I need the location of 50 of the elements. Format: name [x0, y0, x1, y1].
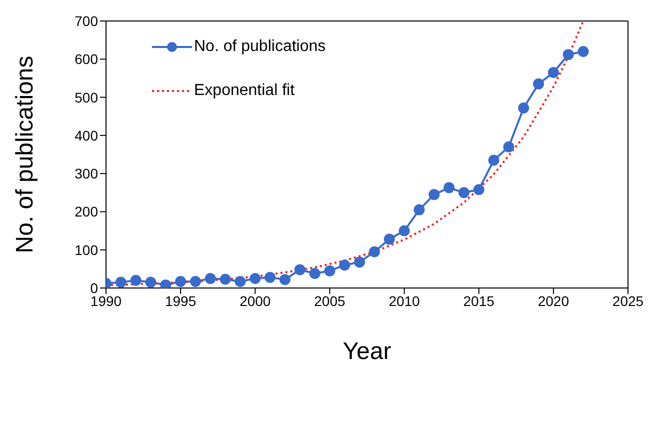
point	[428, 189, 440, 200]
point	[175, 276, 186, 288]
point	[473, 184, 484, 196]
point	[115, 276, 126, 288]
point	[204, 272, 216, 284]
point	[279, 274, 290, 286]
point	[220, 274, 231, 285]
point	[548, 66, 559, 78]
point	[488, 154, 500, 166]
point	[250, 272, 261, 284]
point	[160, 279, 172, 288]
point	[578, 46, 589, 58]
point	[384, 234, 395, 245]
point	[414, 204, 425, 216]
point	[264, 272, 276, 283]
x-axis-title: Year	[342, 338, 392, 365]
y-tick-label: 700	[74, 12, 98, 29]
point	[368, 246, 380, 258]
y-tick-label: 100	[74, 242, 98, 258]
x-tick-label: 2015	[463, 292, 495, 309]
y-tick-label: 400	[74, 127, 98, 144]
legend-label: Exponential fit	[194, 82, 295, 100]
point	[324, 265, 336, 276]
x-tick-label: 1995	[164, 292, 196, 309]
legend-label: No. of publications	[194, 38, 326, 56]
point	[145, 276, 156, 288]
x-tick-label: 2020	[538, 292, 570, 309]
point	[444, 182, 455, 194]
point	[518, 102, 530, 114]
point	[503, 141, 514, 152]
y-tick-label: 600	[74, 51, 98, 68]
point	[354, 256, 366, 268]
y-tick-label: 500	[74, 89, 98, 106]
x-tick-label: 2000	[240, 292, 271, 309]
point	[234, 276, 246, 288]
point	[562, 49, 574, 60]
point	[294, 264, 306, 276]
x-tick-label: 2010	[388, 292, 420, 309]
point	[309, 268, 320, 280]
point	[130, 274, 142, 286]
x-tick-label: 2005	[314, 292, 346, 309]
point	[398, 225, 410, 236]
y-axis-title: No. of publications	[12, 56, 39, 254]
y-tick-label: 300	[74, 166, 98, 182]
point	[533, 78, 544, 90]
point	[339, 260, 350, 271]
x-tick-label: 2025	[612, 292, 644, 309]
point	[458, 187, 470, 198]
point	[190, 276, 201, 288]
y-tick-label: 200	[74, 204, 98, 220]
